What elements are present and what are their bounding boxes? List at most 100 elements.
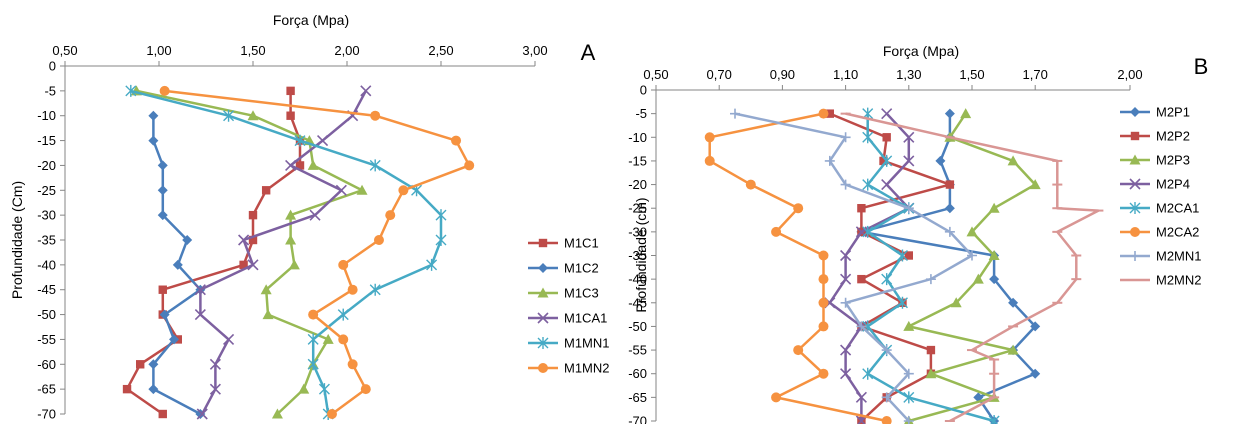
- chart-a-data-point: [307, 358, 319, 371]
- chart-b-data-point: [1030, 321, 1041, 332]
- chart-a-data-point: [373, 235, 384, 245]
- chart-b-legend-item: M2P3: [1120, 153, 1190, 168]
- chart-b-data-point: [903, 416, 914, 424]
- chart-b-x-tick-label: 0,50: [643, 67, 668, 82]
- chart-a-data-point: [370, 110, 381, 121]
- chart-a-legend-label: M1MN1: [564, 336, 610, 351]
- chart-b-data-point: [903, 131, 915, 143]
- chart-b-data-point: [825, 109, 834, 118]
- chart-b-x-tick-label: 2,00: [1117, 67, 1142, 82]
- chart-b-y-axis-title: Profundidade (cm): [633, 197, 649, 312]
- chart-b-series-line: [734, 112, 974, 422]
- chart-b-data-point: [824, 155, 835, 166]
- chart-a-y-axis-title: Profundidade (Cm): [9, 181, 25, 299]
- chart-b-legend-marker: [1130, 227, 1140, 237]
- chart-b-data-point: [944, 108, 955, 119]
- chart-a-data-point: [148, 135, 159, 146]
- chart-a-data-point: [262, 309, 274, 320]
- chart-b-data-point: [904, 251, 913, 260]
- chart-a-data-point: [298, 383, 310, 394]
- chart-b-data-point: [988, 415, 1000, 424]
- chart-a-data-point: [248, 210, 258, 220]
- chart-b-series-line: [860, 113, 1037, 422]
- chart-b-x-tick-label: 0,70: [707, 67, 732, 82]
- chart-b-series-line: [845, 112, 1100, 423]
- chart-a-data-point: [326, 409, 337, 419]
- chart-b-y-tick-label: -65: [628, 390, 647, 405]
- chart-b-y-tick-label: -35: [628, 248, 647, 263]
- chart-a-y-tick-label: -65: [37, 382, 56, 397]
- chart-b-x-tick-label: 0,90: [770, 67, 795, 82]
- chart-a-series-m1mn2: [159, 85, 475, 419]
- chart-b-data-point: [879, 156, 888, 166]
- chart-b-legend-label: M2MN1: [1156, 249, 1202, 264]
- chart-b-legend-label: M2MN2: [1156, 273, 1202, 288]
- chart-b-data-point: [903, 320, 915, 331]
- chart-b-data-point: [855, 415, 867, 424]
- chart-b-data-point: [704, 132, 715, 143]
- chart-a-legend-item: M1C2: [528, 261, 599, 276]
- chart-b-legend-item: M2P1: [1120, 105, 1190, 120]
- chart-b-data-point: [896, 296, 908, 309]
- chart-b-data-point: [818, 368, 829, 379]
- chart-a-series-m1mn1: [125, 84, 447, 420]
- chart-a-data-point: [222, 333, 235, 345]
- chart-b-data-point: [818, 108, 829, 119]
- chart-b-series-m2mn1: [730, 108, 977, 424]
- chart-a-data-point: [318, 383, 330, 396]
- chart-a-legend-item: M1C1: [528, 236, 599, 251]
- chart-a-y-tick-label: -10: [37, 108, 56, 123]
- chart-a-y-tick-label: -45: [37, 282, 56, 297]
- chart-b-data-point: [730, 108, 740, 119]
- chart-a-y-tick-label: -40: [37, 257, 56, 272]
- chart-a-legend-label: M1C1: [564, 236, 599, 251]
- chart-a-data-point: [194, 284, 206, 296]
- chart-a-data-point: [196, 408, 208, 420]
- chart-a-data-point: [182, 235, 193, 245]
- chart-a-legend-marker: [537, 287, 549, 298]
- chart-b-data-point: [862, 131, 874, 144]
- chart-b-data-point: [966, 226, 978, 237]
- chart-b-legend-item: M2P4: [1120, 177, 1190, 192]
- chart-a-x-tick-label: 2,50: [428, 43, 453, 58]
- chart-b-y-tick-label: -55: [628, 343, 647, 358]
- chart-b-x-tick-label: 1,30: [896, 67, 921, 82]
- chart-b-y-tick-label: 0: [640, 83, 647, 98]
- chart-b-legend-marker: [1130, 251, 1140, 261]
- chart-b-data-point: [925, 368, 937, 379]
- chart-a-y-tick-label: 0: [49, 59, 56, 74]
- chart-a-legend-marker: [538, 238, 548, 248]
- chart-a-data-point: [288, 259, 300, 270]
- chart-b-legend-item: M2P2: [1120, 129, 1190, 144]
- chart-a-series-m1c1: [122, 86, 305, 419]
- chart-a-data-point: [148, 359, 159, 370]
- chart-b-data-point: [1029, 179, 1041, 190]
- chart-a-legend-item: M1MN2: [528, 361, 610, 376]
- chart-a-data-point: [158, 285, 167, 294]
- chart-b-legend-item: M2CA2: [1120, 225, 1199, 240]
- chart-b-legend-label: M2CA2: [1156, 225, 1199, 240]
- chart-a-x-tick-label: 0,50: [52, 43, 77, 58]
- chart-a-data-point: [385, 210, 396, 221]
- chart-b-data-point: [793, 345, 804, 356]
- chart-a-data-point: [309, 209, 321, 221]
- chart-a-data-point: [209, 358, 221, 370]
- chart-b-series-m2mn2: [840, 112, 1104, 423]
- chart-a-data-point: [271, 408, 283, 419]
- chart-a-data-point: [223, 109, 235, 122]
- chart-b-data-point: [903, 203, 914, 214]
- chart-b-data-point: [926, 345, 936, 355]
- chart-a-data-point: [285, 209, 297, 220]
- chart-b-data-point: [862, 178, 874, 191]
- chart-b-y-tick-label: -25: [628, 201, 647, 216]
- chart-a-y-tick-label: -35: [37, 233, 56, 248]
- chart-a-series-line: [164, 89, 471, 416]
- chart-a-x-tick-label: 1,50: [240, 43, 265, 58]
- chart-a-data-point: [426, 258, 438, 271]
- chart-a-y-tick-label: -60: [37, 357, 56, 372]
- chart-b-data-point: [704, 155, 715, 166]
- chart-b-data-point: [855, 391, 867, 403]
- chart-a-data-point: [347, 359, 358, 370]
- chart-b-data-point: [818, 250, 829, 261]
